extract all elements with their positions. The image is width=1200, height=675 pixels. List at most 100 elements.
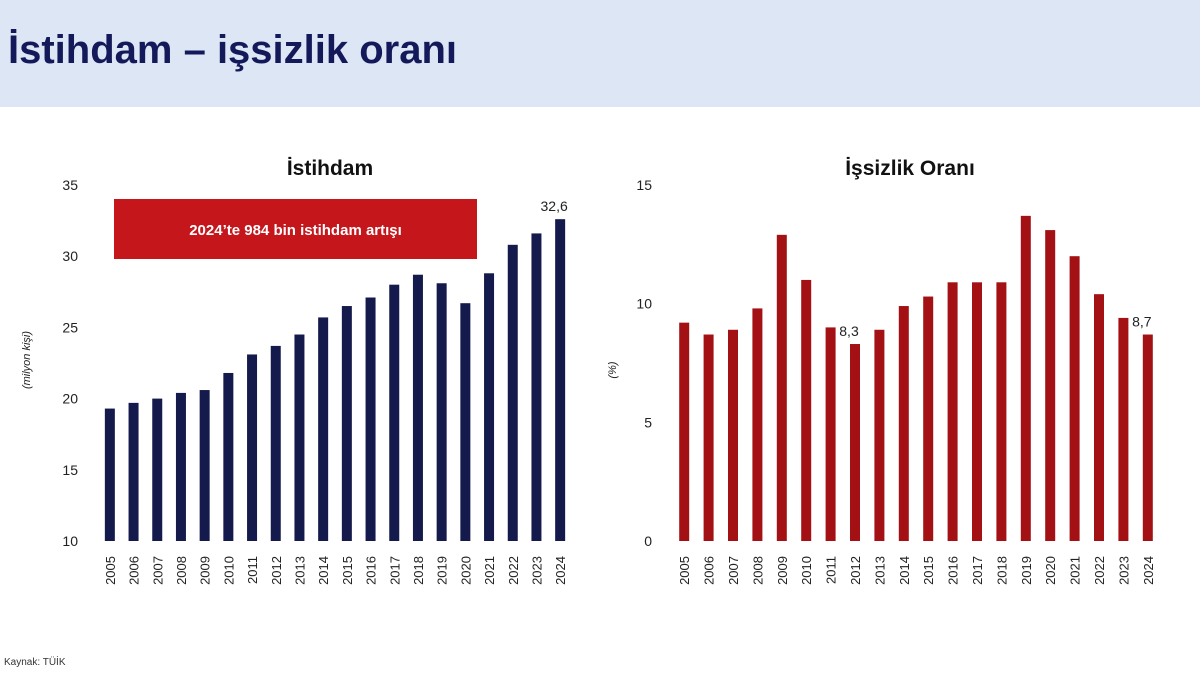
- bar-emp-2014: [318, 317, 329, 541]
- x-tick-label-unemp-2014: 2014: [897, 556, 912, 585]
- x-tick-label-emp-2024: 2024: [553, 556, 568, 585]
- bar-unemp-2014: [898, 306, 909, 541]
- x-tick-label-emp-2020: 2020: [458, 556, 473, 585]
- x-tick-label-emp-2005: 2005: [103, 556, 118, 585]
- bar-unemp-2017: [972, 282, 982, 541]
- bar-unemp-2024: [1142, 334, 1153, 541]
- y-tick-label-unemp: 15: [636, 177, 652, 193]
- x-tick-label-emp-2018: 2018: [411, 556, 426, 585]
- y-axis-label-unemp: (%): [607, 361, 619, 378]
- x-tick-label-unemp-2012: 2012: [848, 556, 863, 585]
- chart-title-unemp: İşsizlik Oranı: [845, 157, 975, 180]
- x-tick-label-emp-2007: 2007: [150, 556, 165, 585]
- x-tick-label-unemp-2016: 2016: [946, 556, 961, 585]
- bar-emp-2006: [128, 402, 139, 541]
- bar-emp-2011: [247, 354, 258, 541]
- bar-unemp-2005: [679, 322, 690, 541]
- bar-unemp-2019: [1020, 215, 1031, 541]
- x-tick-label-unemp-2023: 2023: [1116, 556, 1131, 585]
- bar-emp-2010: [223, 372, 234, 541]
- bar-emp-2023: [531, 233, 542, 541]
- x-tick-label-unemp-2013: 2013: [872, 556, 887, 585]
- bar-unemp-2011: [825, 327, 836, 541]
- bar-emp-2022: [507, 244, 518, 542]
- x-tick-label-unemp-2018: 2018: [994, 556, 1009, 585]
- bar-emp-2005: [104, 408, 115, 541]
- bar-unemp-2023: [1118, 317, 1129, 541]
- x-tick-label-unemp-2017: 2017: [970, 556, 985, 585]
- x-tick-label-unemp-2005: 2005: [677, 556, 692, 585]
- y-tick-label-emp: 20: [62, 391, 78, 407]
- x-tick-label-emp-2023: 2023: [529, 556, 544, 585]
- source-note: Kaynak: TÜİK: [4, 657, 66, 668]
- x-tick-label-unemp-2008: 2008: [750, 556, 765, 585]
- header-banner: İstihdam – işsizlik oranı: [0, 0, 1200, 110]
- y-tick-label-emp: 10: [62, 533, 78, 549]
- bar-emp-2008: [175, 392, 186, 541]
- bar-emp-2024: [555, 219, 566, 541]
- x-tick-label-emp-2010: 2010: [221, 556, 236, 585]
- x-tick-label-emp-2015: 2015: [340, 556, 355, 585]
- y-tick-label-emp: 25: [62, 319, 78, 335]
- bar-unemp-2010: [801, 279, 812, 541]
- bar-unemp-2012: [850, 344, 860, 541]
- x-tick-label-unemp-2009: 2009: [775, 556, 790, 585]
- bar-unemp-2015: [923, 296, 934, 541]
- x-tick-label-emp-2012: 2012: [269, 556, 284, 585]
- x-tick-label-unemp-2019: 2019: [1019, 556, 1034, 585]
- x-tick-label-unemp-2020: 2020: [1043, 556, 1058, 585]
- x-tick-label-unemp-2006: 2006: [702, 556, 717, 585]
- chart-title-emp: İstihdam: [287, 157, 373, 180]
- x-tick-label-emp-2022: 2022: [506, 556, 521, 585]
- bar-unemp-2022: [1094, 294, 1104, 541]
- bar-unemp-2008: [752, 308, 763, 541]
- callout-box: [114, 199, 477, 259]
- x-tick-label-emp-2013: 2013: [292, 556, 307, 585]
- bar-emp-2015: [341, 306, 352, 541]
- bar-emp-2020: [460, 303, 471, 541]
- x-tick-label-emp-2008: 2008: [174, 556, 189, 585]
- x-tick-label-unemp-2010: 2010: [799, 556, 814, 585]
- x-tick-label-unemp-2021: 2021: [1068, 556, 1083, 585]
- x-tick-label-emp-2019: 2019: [435, 556, 450, 585]
- x-tick-label-unemp-2024: 2024: [1141, 556, 1156, 585]
- bar-unemp-2016: [947, 282, 958, 541]
- bar-unemp-2007: [728, 329, 738, 541]
- bar-emp-2009: [199, 390, 210, 541]
- bar-unemp-2018: [996, 282, 1007, 541]
- y-tick-label-emp: 15: [62, 462, 78, 478]
- bar-unemp-2021: [1069, 256, 1080, 541]
- bar-emp-2016: [365, 297, 376, 541]
- bar-emp-2013: [294, 334, 305, 541]
- x-tick-label-unemp-2022: 2022: [1092, 556, 1107, 585]
- x-tick-label-unemp-2011: 2011: [824, 556, 839, 584]
- page-title: İstihdam – işsizlik oranı: [8, 28, 458, 72]
- bar-emp-2019: [436, 283, 447, 541]
- y-axis-label-emp: (milyon kişi): [21, 331, 33, 389]
- data-label-unemp-2024: 8,7: [1132, 314, 1152, 330]
- callout-text: 2024’te 984 bin istihdam artışı: [189, 222, 402, 239]
- x-tick-label-emp-2011: 2011: [245, 556, 260, 584]
- x-tick-label-emp-2014: 2014: [316, 556, 331, 585]
- x-tick-label-emp-2009: 2009: [198, 556, 213, 585]
- x-tick-label-emp-2021: 2021: [482, 556, 497, 585]
- bar-unemp-2009: [776, 234, 787, 541]
- bar-unemp-2006: [703, 334, 714, 541]
- bar-emp-2021: [484, 273, 495, 541]
- bar-unemp-2020: [1045, 230, 1056, 542]
- x-tick-label-emp-2017: 2017: [387, 556, 402, 585]
- y-tick-label-unemp: 5: [644, 414, 652, 430]
- data-label-unemp-2012: 8,3: [839, 323, 859, 339]
- y-tick-label-emp: 30: [62, 248, 78, 264]
- y-tick-label-unemp: 10: [636, 296, 652, 312]
- bar-emp-2017: [389, 284, 400, 541]
- x-tick-label-emp-2016: 2016: [364, 556, 379, 585]
- x-tick-label-unemp-2007: 2007: [726, 556, 741, 585]
- bar-emp-2012: [270, 345, 281, 541]
- y-tick-label-emp: 35: [62, 177, 78, 193]
- y-tick-label-unemp: 0: [644, 533, 652, 549]
- x-tick-label-emp-2006: 2006: [127, 556, 142, 585]
- x-tick-label-unemp-2015: 2015: [921, 556, 936, 585]
- bar-emp-2007: [152, 398, 163, 541]
- bar-unemp-2013: [874, 329, 885, 541]
